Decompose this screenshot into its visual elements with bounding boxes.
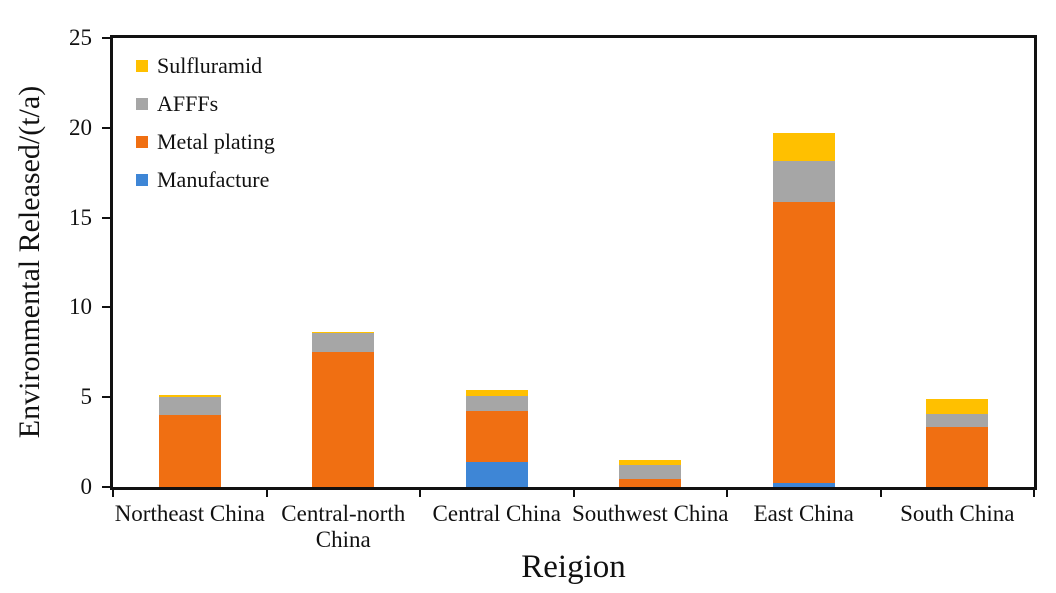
x-tick-mark xyxy=(572,490,575,497)
legend-item: Manufacture xyxy=(136,161,275,199)
y-tick-mark xyxy=(102,37,110,39)
x-tick-mark xyxy=(726,490,728,497)
x-category-label: South China xyxy=(900,501,1015,526)
plot-area xyxy=(110,35,1037,490)
x-tick-mark xyxy=(112,490,114,497)
legend-swatch-icon xyxy=(136,98,148,110)
x-category-label: Northeast China xyxy=(114,501,265,526)
x-category-label: Central-north China xyxy=(281,501,406,552)
legend-swatch-icon xyxy=(136,60,148,72)
x-category-label: Southwest China xyxy=(571,501,729,526)
legend-item-label: Metal plating xyxy=(157,129,275,154)
bar-segment-metal-plating xyxy=(312,352,375,487)
legend-item: Sulfluramid xyxy=(136,47,275,85)
y-tick-label: 15 xyxy=(69,204,92,230)
y-tick-mark xyxy=(102,396,110,399)
legend-item: Metal plating xyxy=(136,123,275,161)
bar-segment-sulfluramid xyxy=(619,460,682,465)
bar-segment-afffs xyxy=(772,161,835,203)
bar-segment-metal-plating xyxy=(465,410,528,462)
legend: Sulfluramid AFFFs Metal plating Manufacture xyxy=(136,47,275,199)
y-tick-label: 20 xyxy=(69,114,92,140)
x-tick-mark xyxy=(1033,490,1035,497)
legend-item-label: Manufacture xyxy=(157,167,270,192)
legend-swatch-icon xyxy=(136,136,148,148)
bar-segment-sulfluramid xyxy=(312,331,375,334)
legend-item: AFFFs xyxy=(136,85,275,123)
y-tick-label: 25 xyxy=(69,25,92,50)
bar-segment-metal-plating xyxy=(926,426,989,487)
bar-segment-sulfluramid xyxy=(772,133,835,162)
bar-segment-manufacture xyxy=(772,482,835,487)
bar-segment-metal-plating xyxy=(158,415,221,487)
y-tick-mark xyxy=(102,216,110,219)
bar-segment-sulfluramid xyxy=(158,394,221,398)
x-tick-mark xyxy=(419,490,421,497)
x-category-label: East China xyxy=(753,501,854,526)
bar-segment-sulfluramid xyxy=(926,399,989,415)
y-tick-mark xyxy=(102,486,110,488)
y-tick-label: 10 xyxy=(69,294,92,320)
x-category-label: Central China xyxy=(432,501,561,526)
legend-item-label: AFFFs xyxy=(157,91,219,116)
bar-segment-afffs xyxy=(926,414,989,427)
bar-segment-afffs xyxy=(158,397,221,416)
x-tick-mark xyxy=(879,490,882,497)
y-tick-mark xyxy=(102,306,110,309)
bar-segment-afffs xyxy=(465,396,528,411)
legend-item-label: Sulfluramid xyxy=(157,53,263,78)
bar-segment-afffs xyxy=(619,464,682,479)
x-tick-mark xyxy=(265,490,268,497)
bar-segment-metal-plating xyxy=(772,202,835,483)
legend-swatch-icon xyxy=(136,174,148,186)
bar-segment-manufacture xyxy=(465,461,528,487)
bar-segment-metal-plating xyxy=(619,478,682,487)
y-tick-mark xyxy=(102,126,110,129)
y-tick-label: 0 xyxy=(80,474,93,499)
bar-segment-sulfluramid xyxy=(465,390,528,397)
y-tick-label: 5 xyxy=(80,384,93,410)
x-axis-title: Reigion xyxy=(521,549,626,585)
bar-segment-afffs xyxy=(312,333,375,353)
